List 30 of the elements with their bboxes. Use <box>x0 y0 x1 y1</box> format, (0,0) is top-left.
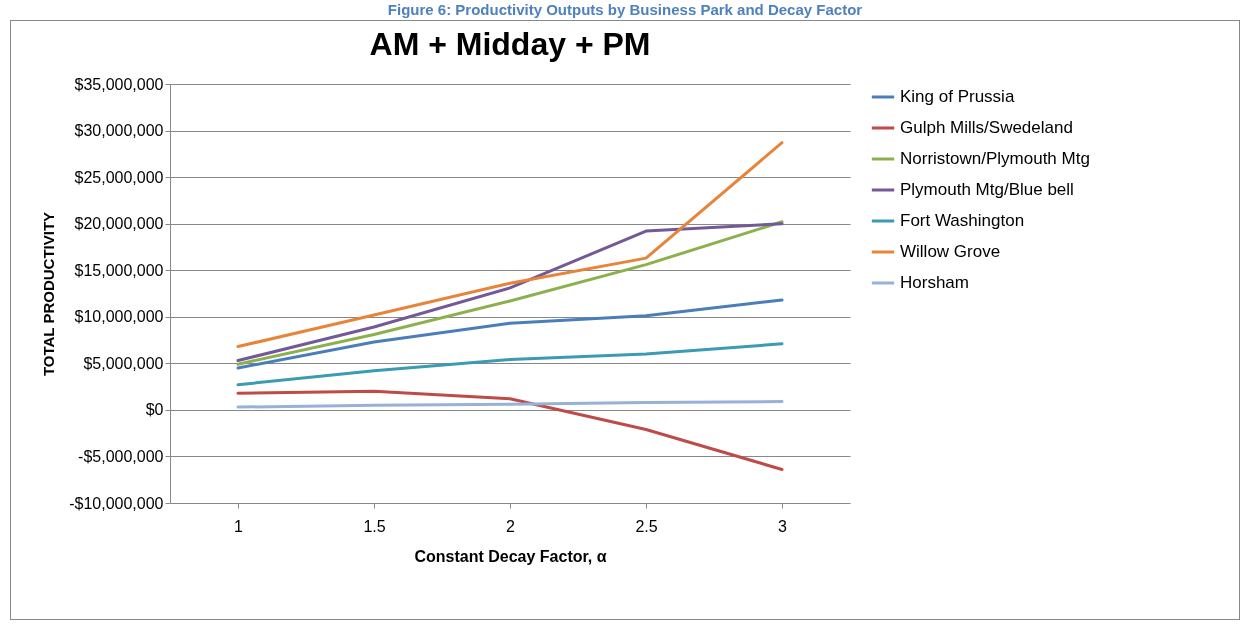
y-tick-label: $20,000,000 <box>74 215 164 233</box>
line-series <box>236 389 784 471</box>
x-tick-label: 1.5 <box>363 517 386 535</box>
line-series <box>236 141 784 349</box>
y-tick-label: $30,000,000 <box>74 122 164 140</box>
x-tick-label: 2 <box>506 517 516 535</box>
x-tick-label: 3 <box>778 517 788 535</box>
y-tick-label: $0 <box>145 401 164 419</box>
line-series <box>236 298 784 370</box>
legend-label: Gulph Mills/Swedeland <box>900 118 1073 137</box>
legend-label: Willow Grove <box>900 242 1001 261</box>
line-series <box>236 342 784 387</box>
legend-label: Fort Washington <box>900 211 1025 230</box>
legend-label: Plymouth Mtg/Blue bell <box>900 180 1074 199</box>
legend-label: Horsham <box>900 273 969 292</box>
y-tick-label: $35,000,000 <box>74 75 164 93</box>
y-tick-label: $15,000,000 <box>74 261 164 279</box>
y-tick-label: $5,000,000 <box>83 354 164 372</box>
y-tick-label: $10,000,000 <box>74 308 164 326</box>
chart-title: AM + Midday + PM <box>369 26 651 62</box>
legend-label: King of Prussia <box>900 87 1015 106</box>
x-tick-label: 2.5 <box>635 517 658 535</box>
y-tick-label: $25,000,000 <box>74 168 164 186</box>
legend-label: Norristown/Plymouth Mtg <box>900 149 1090 168</box>
y-tick-label: -$10,000,000 <box>69 494 164 512</box>
x-axis-title: Constant Decay Factor, α <box>414 547 607 565</box>
y-axis-title: TOTAL PRODUCTIVITY <box>40 211 58 377</box>
y-tick-label: -$5,000,000 <box>78 447 164 465</box>
caption: Figure 6: Productivity Outputs by Business Park and Decay Factor <box>386 0 864 20</box>
x-tick-label: 1 <box>234 517 244 535</box>
